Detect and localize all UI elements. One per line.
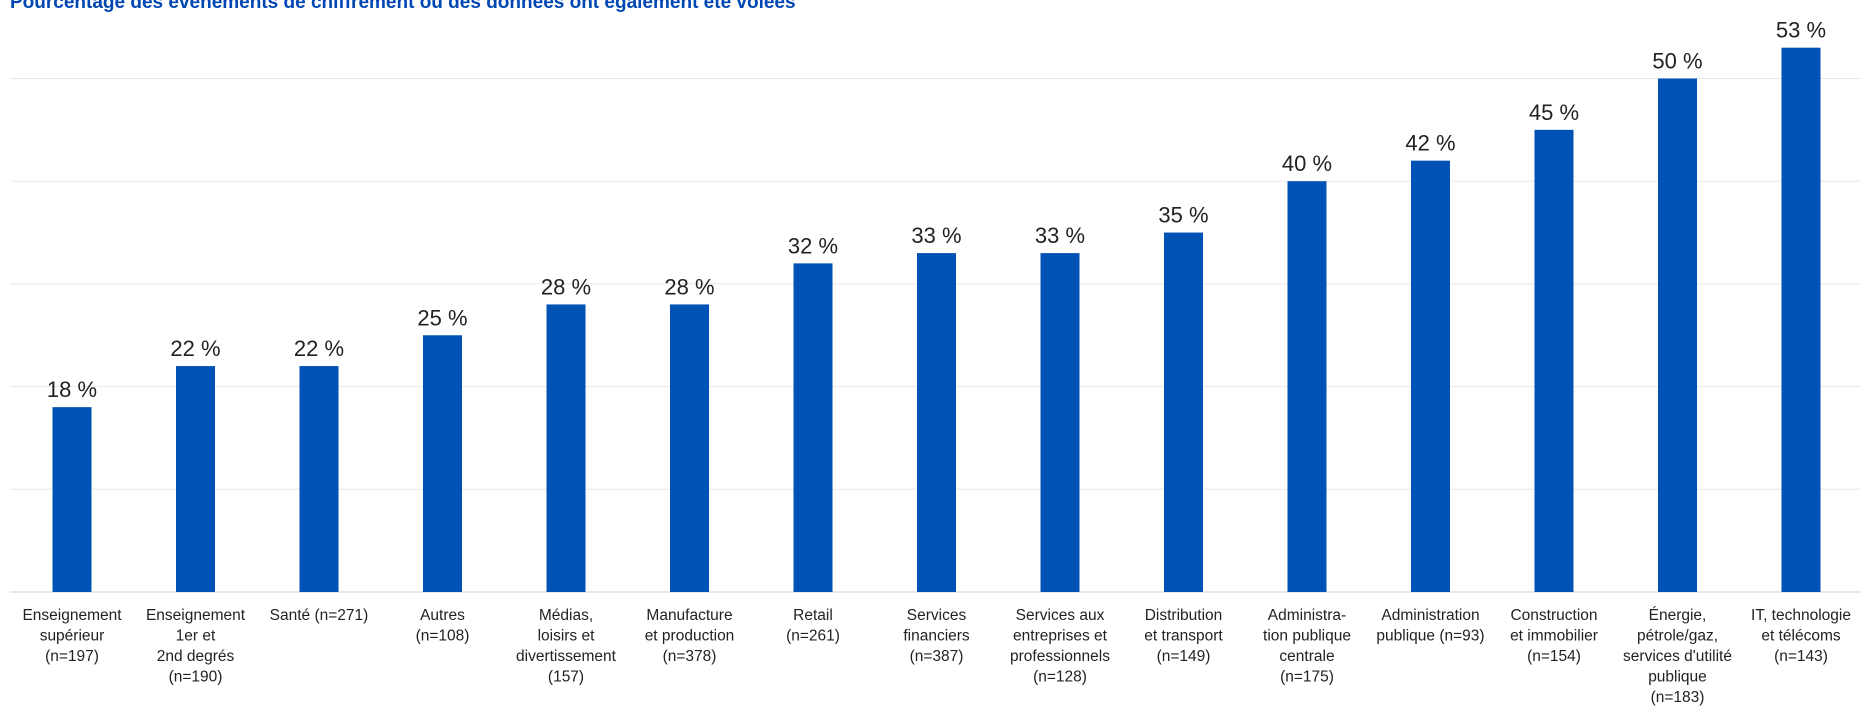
category-label: Enseignement 1er et 2nd degrés (n=190)	[146, 607, 246, 686]
bar-value-label: 22 %	[170, 336, 220, 361]
bars	[52, 47, 1821, 593]
bar-value-label: 42 %	[1405, 131, 1455, 156]
category-label: Enseignement supérieur (n=197)	[22, 607, 122, 665]
bar-value-label: 22 %	[294, 336, 344, 361]
chart-title: Pourcentage des événements de chiffremen…	[10, 0, 796, 13]
bar-value-label: 33 %	[911, 223, 961, 248]
bar-value-label: 45 %	[1529, 100, 1579, 125]
category-labels: Enseignement supérieur (n=197) Enseignement…	[22, 607, 1851, 706]
bar-value-label: 35 %	[1158, 203, 1208, 228]
bar	[1411, 160, 1450, 592]
category-label: Santé (n=271)	[270, 607, 369, 624]
bar-value-label: 40 %	[1282, 151, 1332, 176]
value-labels: 18 % 22 % 22 % 25 % 28 % 28 % 32 % 33 % 33 % 35 %…	[47, 18, 1826, 402]
bar-value-label: 50 %	[1652, 49, 1702, 74]
bar-value-label: 25 %	[417, 305, 467, 330]
category-label: IT, technologie et télécoms (n=143)	[1751, 607, 1851, 665]
bar-value-label: 18 %	[47, 377, 97, 402]
bar	[793, 263, 833, 592]
category-label: Énergie, pétrole/gaz, services d'utilité pu…	[1623, 607, 1732, 706]
bar	[670, 304, 709, 592]
bar	[1658, 78, 1697, 592]
bar	[423, 335, 462, 592]
bar-value-label: 33 %	[1035, 223, 1085, 248]
bar	[1534, 129, 1574, 592]
category-label: Construction et immobilier (n=154)	[1510, 607, 1598, 665]
bar	[1781, 47, 1821, 592]
category-label: Services financiers (n=387)	[903, 607, 970, 665]
category-label: Administration publique (n=93)	[1376, 607, 1484, 645]
bar	[52, 407, 92, 592]
category-label: Retail (n=261)	[786, 607, 840, 645]
bar-value-label: 28 %	[664, 274, 714, 299]
bar	[917, 253, 956, 592]
bar	[176, 366, 215, 592]
bar-value-label: 28 %	[541, 274, 591, 299]
bar-value-label: 32 %	[788, 233, 838, 258]
category-label: Médias, loisirs et divertissement (157)	[516, 607, 617, 686]
bar	[299, 366, 339, 592]
category-label: Autres (n=108)	[416, 607, 470, 645]
category-label: Manufacture et production (n=378)	[645, 607, 735, 665]
bar	[1164, 232, 1203, 593]
category-label: Administra-tion publique centrale (n=175)	[1263, 607, 1351, 686]
bar	[1287, 181, 1327, 592]
bar-value-label: 53 %	[1776, 18, 1826, 43]
bar	[1040, 253, 1080, 592]
category-label: Distribution et transport (n=149)	[1144, 607, 1223, 665]
bar	[546, 304, 586, 592]
category-label: Services aux entreprises et professionnels…	[1010, 607, 1110, 686]
